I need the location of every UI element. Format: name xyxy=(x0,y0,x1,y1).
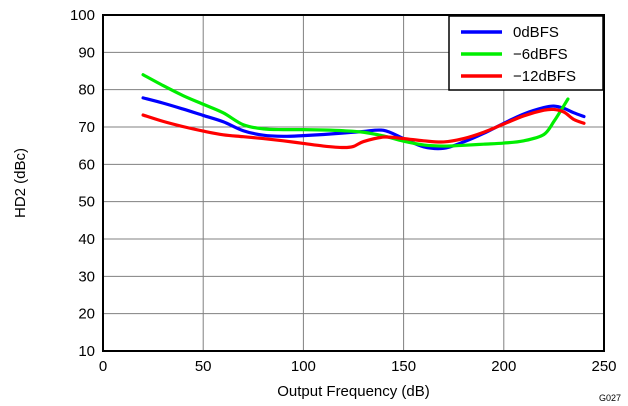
x-axis-label: Output Frequency (dB) xyxy=(277,383,430,400)
legend-label-1: −6dBFS xyxy=(513,46,568,63)
y-tick-label: 80 xyxy=(78,82,95,99)
x-tick-label: 0 xyxy=(99,358,107,375)
series-lines xyxy=(141,73,586,151)
tick-labels: 0 50 100 150 200 250 10 20 30 40 50 60 70 80 90 100 xyxy=(70,7,617,375)
x-tick-label: 100 xyxy=(291,358,316,375)
series-line-0 xyxy=(141,96,586,151)
y-tick-label: 50 xyxy=(78,194,95,211)
y-tick-label: 70 xyxy=(78,119,95,136)
plot-frame xyxy=(102,14,605,352)
y-tick-label: 100 xyxy=(70,7,95,24)
figure-tag: G027 xyxy=(599,393,621,403)
y-tick-label: 10 xyxy=(78,343,95,360)
y-axis-label: HD2 (dBc) xyxy=(12,148,29,218)
legend-label-0: 0dBFS xyxy=(513,24,559,41)
x-tick-label: 250 xyxy=(591,358,616,375)
y-tick-label: 60 xyxy=(78,156,95,173)
x-tick-label: 200 xyxy=(491,358,516,375)
y-tick-label: 40 xyxy=(78,231,95,248)
y-tick-label: 30 xyxy=(78,268,95,285)
legend: 0dBFS −6dBFS −12dBFS xyxy=(448,15,604,91)
y-tick-label: 20 xyxy=(78,306,95,323)
x-tick-label: 150 xyxy=(391,358,416,375)
x-tick-label: 50 xyxy=(195,358,212,375)
y-tick-label: 90 xyxy=(78,44,95,61)
series-line-1 xyxy=(141,73,570,148)
series-line-2 xyxy=(141,107,586,150)
legend-label-2: −12dBFS xyxy=(513,68,576,85)
